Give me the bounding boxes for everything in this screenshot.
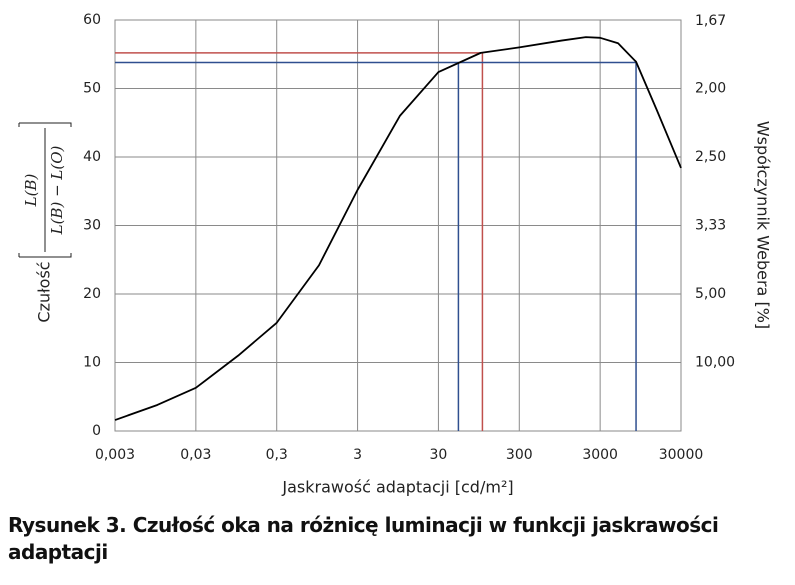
x-tick-label: 0,3 — [266, 447, 288, 463]
y2-tick-label: 10,00 — [695, 355, 735, 371]
y-label: Czułość — [35, 261, 54, 322]
y2-tick-label: 5,00 — [695, 286, 726, 302]
x-tick-label: 0,03 — [180, 447, 211, 463]
y2-tick-label: 2,50 — [695, 149, 726, 165]
y2-tick-label: 3,33 — [695, 217, 726, 233]
chart: Czułość L(B) L(B) − L(O) Współczynnik We… — [18, 12, 773, 497]
y-tick-label: 0 — [92, 423, 101, 439]
y2-tick-label: 1,67 — [695, 13, 726, 29]
y-label-denominator: L(B) − L(O) — [48, 145, 66, 235]
bracket — [18, 122, 72, 258]
y-label-numerator: L(B) — [22, 174, 40, 208]
x-tick-label: 3000 — [582, 447, 618, 463]
x-tick-label: 30 — [430, 447, 448, 463]
y-tick-label: 10 — [83, 355, 101, 371]
y-label-group: Czułość L(B) L(B) − L(O) — [18, 122, 72, 323]
x-tick-label: 3 — [353, 447, 362, 463]
x-tick-label: 30000 — [659, 447, 704, 463]
y-tick-label: 40 — [83, 149, 101, 165]
y2-tick-label: 2,00 — [695, 81, 726, 97]
x-label: Jaskrawość adaptacji [cd/m²] — [281, 478, 513, 497]
y2-label: Współczynnik Webera [%] — [754, 121, 773, 329]
x-tick-label: 0,003 — [95, 447, 135, 463]
y-tick-label: 50 — [83, 81, 101, 97]
y-tick-label: 20 — [83, 286, 101, 302]
plot-border — [114, 19, 682, 432]
x-tick-label: 300 — [506, 447, 533, 463]
y-tick-label: 30 — [83, 218, 101, 234]
y-tick-label: 60 — [83, 12, 101, 28]
data-line — [114, 36, 682, 421]
caption: Rysunek 3. Czułość oka na różnicę lumina… — [8, 513, 719, 564]
